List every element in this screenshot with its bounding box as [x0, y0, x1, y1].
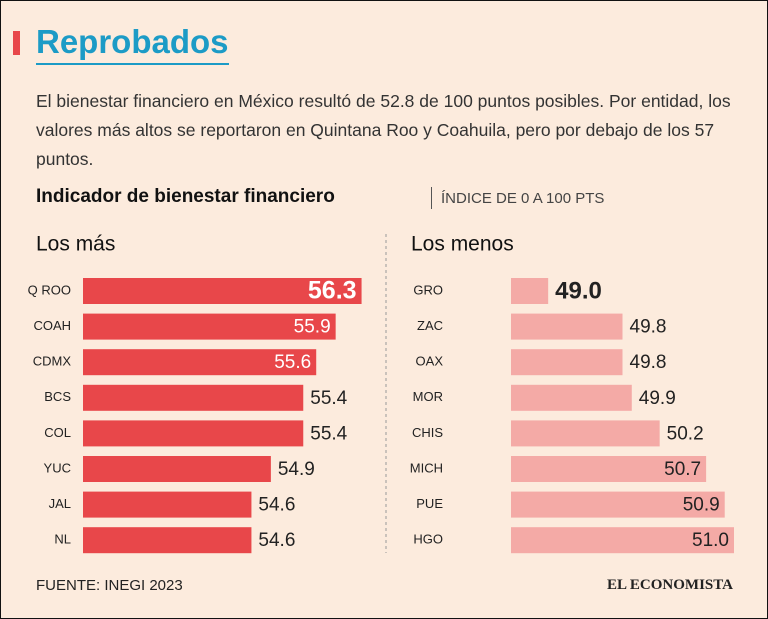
- bar: [511, 420, 660, 447]
- panel-title: Los más: [36, 233, 115, 256]
- category-label: GRO: [413, 282, 443, 297]
- value-label: 51.0: [692, 530, 729, 551]
- bar: [83, 491, 252, 518]
- bar: [83, 456, 271, 482]
- category-label: COL: [44, 425, 71, 440]
- value-label: 54.6: [258, 530, 295, 551]
- category-label: CDMX: [33, 354, 72, 369]
- accent-mark: [13, 31, 20, 55]
- category-label: Q ROO: [28, 282, 71, 297]
- value-label: 54.6: [258, 495, 295, 516]
- value-label: 55.4: [310, 423, 347, 444]
- value-label: 55.4: [310, 388, 347, 409]
- bar: [511, 278, 549, 304]
- bar: [83, 313, 336, 340]
- category-label: COAH: [33, 318, 71, 333]
- subtitle: El bienestar financiero en México result…: [36, 91, 731, 169]
- value-label: 50.2: [667, 423, 704, 444]
- value-label: 50.9: [683, 495, 720, 516]
- bar: [511, 456, 707, 482]
- value-label: 49.8: [630, 317, 667, 338]
- separator: [431, 187, 432, 209]
- value-label: 49.0: [555, 277, 602, 304]
- indicator-title: Indicador de bienestar financiero: [36, 186, 335, 207]
- panel-title: Los menos: [411, 233, 514, 256]
- category-label: ZAC: [417, 318, 443, 333]
- bar: [511, 313, 623, 340]
- brand: EL ECONOMISTA: [607, 577, 733, 593]
- category-label: PUE: [416, 496, 443, 511]
- value-label: 55.6: [274, 352, 311, 373]
- bar: [511, 384, 632, 411]
- value-label: 56.3: [308, 277, 357, 305]
- indicator-subtitle: ÍNDICE DE 0 A 100 PTS: [441, 190, 605, 207]
- category-label: BCS: [44, 389, 71, 404]
- category-label: CHIS: [412, 425, 443, 440]
- value-label: 50.7: [664, 459, 701, 480]
- category-label: YUC: [44, 460, 71, 475]
- value-label: 54.9: [278, 459, 315, 480]
- bar: [83, 349, 317, 376]
- title: Reprobados: [36, 23, 229, 65]
- bar: [83, 384, 304, 411]
- source: FUENTE: INEGI 2023: [36, 577, 183, 594]
- bar: [83, 278, 362, 304]
- bar: [511, 349, 623, 376]
- category-label: HGO: [413, 532, 443, 547]
- bar: [511, 527, 734, 554]
- category-label: NL: [54, 532, 71, 547]
- category-label: OAX: [416, 354, 444, 369]
- value-label: 49.8: [630, 352, 667, 373]
- value-label: 55.9: [294, 317, 331, 338]
- bar: [511, 491, 725, 518]
- bar: [83, 420, 304, 447]
- category-label: MICH: [410, 460, 443, 475]
- category-label: MOR: [413, 389, 443, 404]
- category-label: JAL: [49, 496, 71, 511]
- bar: [83, 527, 252, 554]
- value-label: 49.9: [639, 388, 676, 409]
